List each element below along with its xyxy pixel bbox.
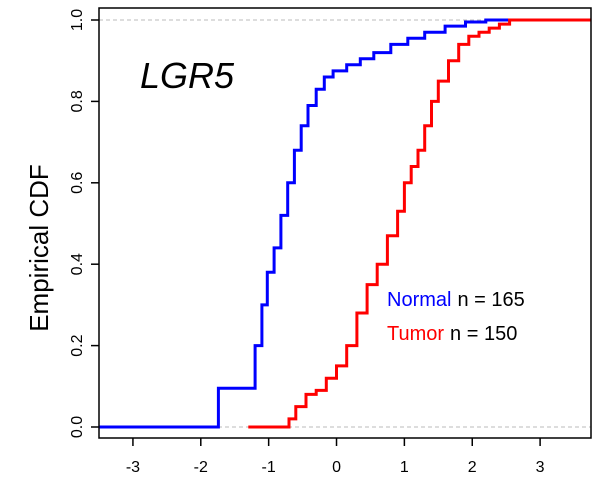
x-axis: -3 -2 -1 0 1 2 3 xyxy=(126,438,545,476)
series-line-tumor xyxy=(248,18,591,429)
y-tick-label: 1.0 xyxy=(69,9,86,31)
x-tick-label: -2 xyxy=(194,459,208,476)
y-axis: 0.0 0.2 0.4 0.6 0.8 1.0 xyxy=(69,9,99,438)
legend-tumor-count: n = 150 xyxy=(450,323,517,345)
series-line-normal xyxy=(99,18,591,429)
y-tick-label: 0.4 xyxy=(69,253,86,275)
x-tick-label: -3 xyxy=(126,459,140,476)
x-tick-label: 1 xyxy=(400,459,409,476)
reference-lines xyxy=(99,19,591,428)
x-tick-label: 3 xyxy=(536,459,545,476)
y-axis-label: Empirical CDF xyxy=(24,164,54,332)
x-tick-label: -1 xyxy=(262,459,276,476)
y-tick-label: 0.6 xyxy=(69,172,86,194)
legend-entry-normal: Normal n = 165 xyxy=(387,289,525,311)
y-tick-label: 0.0 xyxy=(69,416,86,438)
legend-normal-count: n = 165 xyxy=(457,289,524,311)
legend-tumor-name: Tumor xyxy=(387,323,444,345)
legend-normal-name: Normal xyxy=(387,289,451,311)
legend-entry-tumor: Tumor n = 150 xyxy=(387,323,517,345)
legend: Normal n = 165 Tumor n = 150 xyxy=(387,289,525,345)
plot-frame xyxy=(98,7,592,439)
y-tick-label: 0.2 xyxy=(69,334,86,356)
x-tick-label: 2 xyxy=(468,459,477,476)
y-tick-label: 0.8 xyxy=(69,90,86,112)
x-tick-label: 0 xyxy=(332,459,341,476)
gene-title: LGR5 xyxy=(140,55,235,96)
series-layer xyxy=(99,18,591,429)
